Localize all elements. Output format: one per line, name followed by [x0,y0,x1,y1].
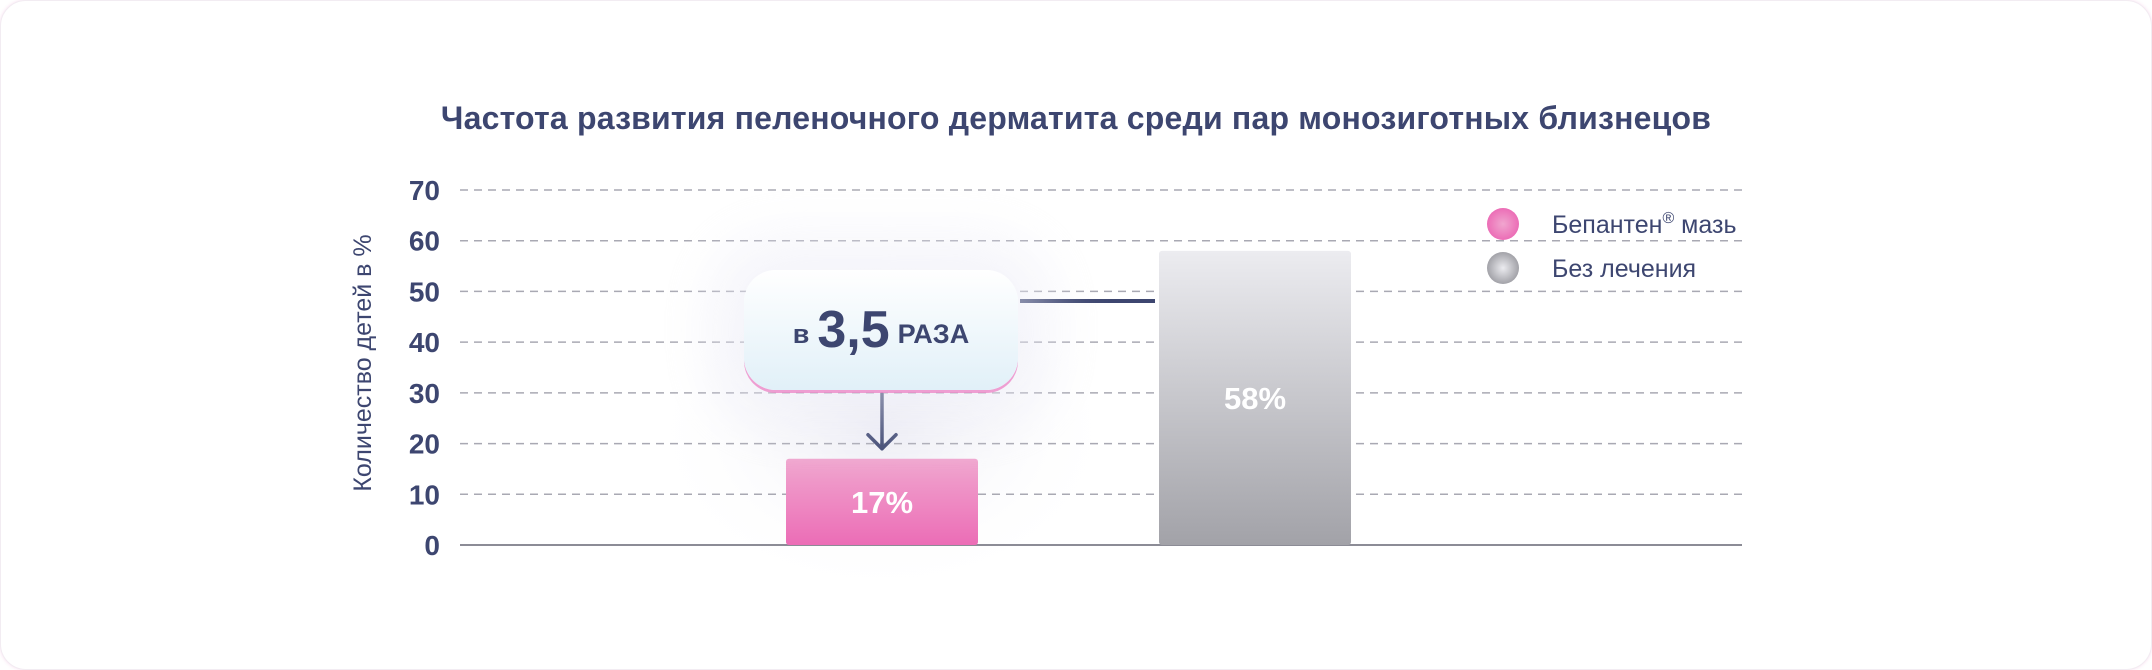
chart-title: Частота развития пеленочного дерматита с… [440,100,1712,136]
y-tick-label: 20 [409,429,440,460]
y-tick-label: 70 [409,175,440,206]
legend-label-bepanten: Бепантен® мазь [1552,210,1736,239]
bar-value-label: 58% [1224,381,1286,416]
bar-bepanten [786,458,978,545]
callout-suffix: РАЗА [897,318,970,349]
y-tick-label: 40 [409,327,440,358]
legend-label-no-treatment: Без лечения [1552,255,1696,283]
legend: Бепантен® мазь Без лечения [1487,208,1736,284]
y-tick-label: 10 [409,479,440,510]
arrow-down-icon [866,392,898,451]
y-tick-label: 0 [424,530,440,561]
comparison-callout: в 3,5 РАЗА [744,270,1018,390]
bar-value-label: 17% [851,485,913,520]
callout-number: 3,5 [817,301,890,359]
y-axis-label: Количество детей в % [349,234,377,491]
y-tick-label: 30 [409,378,440,409]
legend-swatch-bepanten [1487,208,1519,240]
legend-swatch-no-treatment [1487,252,1519,284]
y-tick-label: 50 [409,276,440,307]
y-tick-label: 60 [409,226,440,257]
callout-prefix: в [792,318,810,349]
bar-no-treatment [1159,250,1351,545]
